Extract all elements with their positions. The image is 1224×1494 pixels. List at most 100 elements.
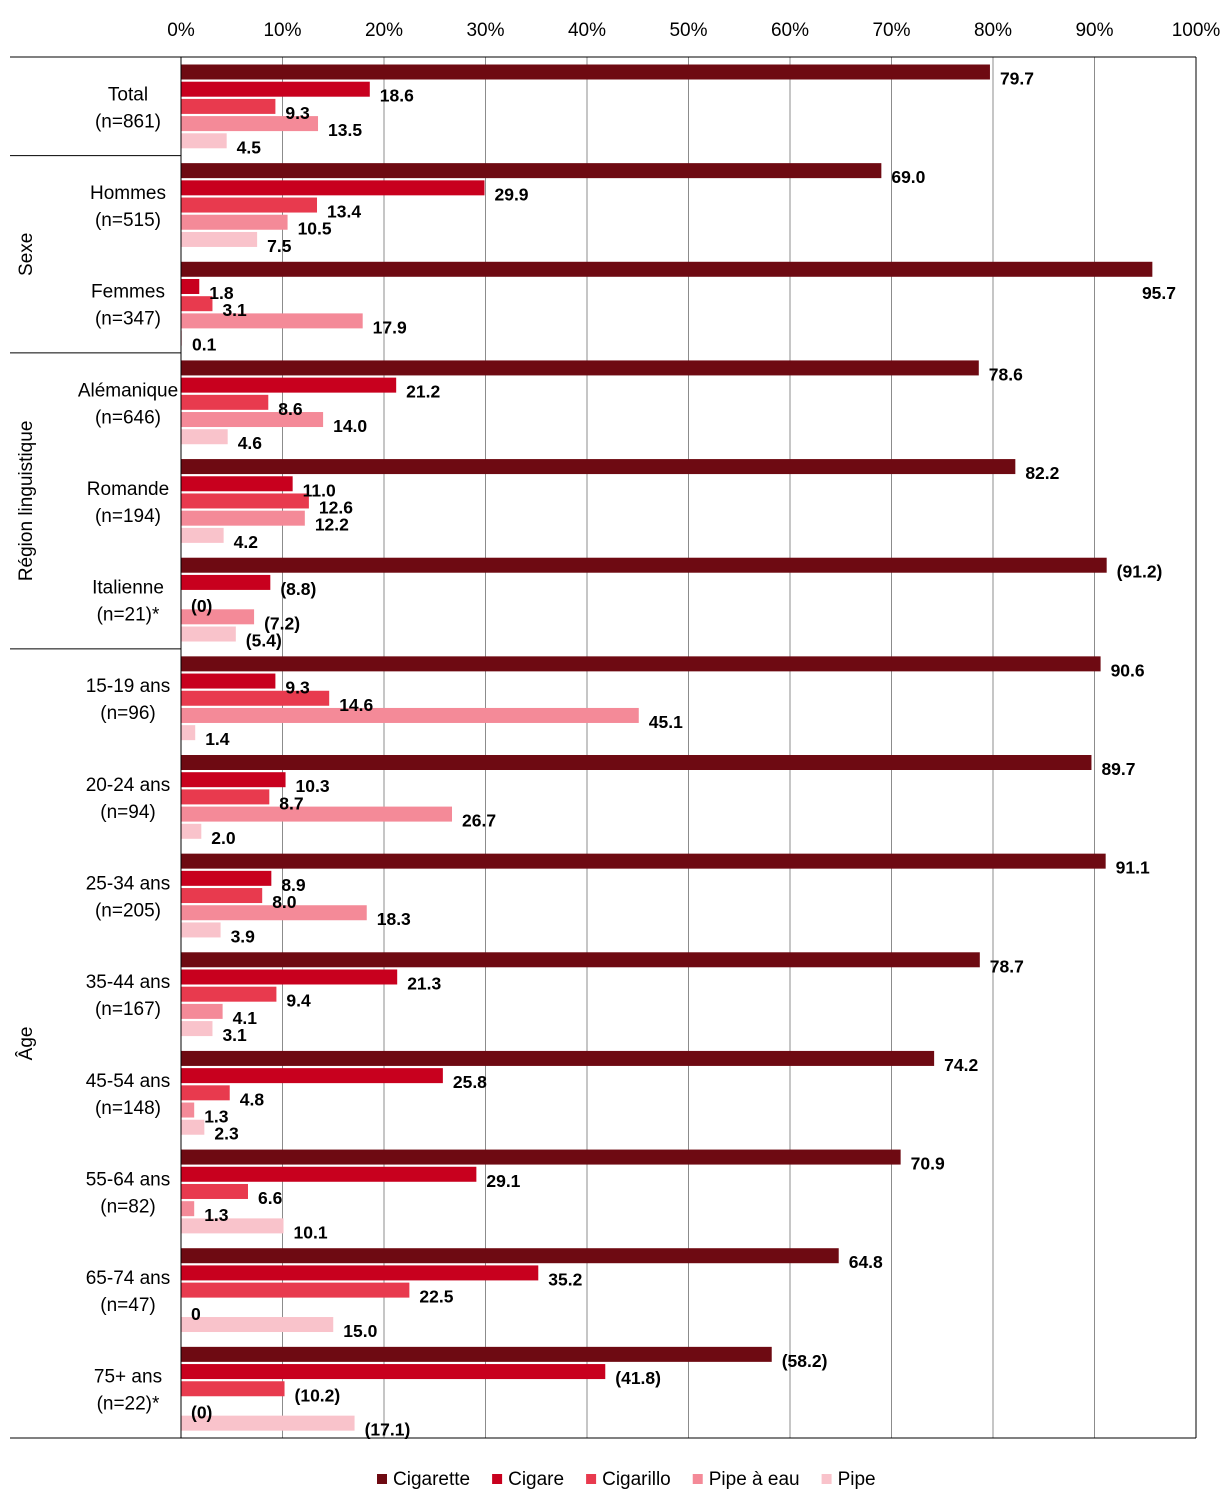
category-sample-size: (n=94) <box>100 802 155 823</box>
bar-cigare <box>181 1265 539 1281</box>
group-label: Région linguistique <box>16 421 37 582</box>
bar-cigarillo <box>181 1085 230 1101</box>
x-tick-label: 80% <box>974 20 1012 41</box>
data-label: 4.8 <box>240 1089 265 1109</box>
legend-entry: Cigarillo <box>602 1469 671 1490</box>
category-sample-size: (n=646) <box>95 407 161 428</box>
x-tick-label: 0% <box>167 20 195 41</box>
data-label: (10.2) <box>295 1385 341 1405</box>
data-label: (5.4) <box>246 631 282 651</box>
data-label: 79.7 <box>1000 69 1034 89</box>
bar-cigarillo <box>181 98 276 114</box>
bar-cigarillo <box>181 1282 410 1298</box>
bar-cigarette <box>181 261 1153 277</box>
data-label: 78.6 <box>989 364 1023 384</box>
bar-cigarillo <box>181 986 277 1002</box>
bar-cigarillo <box>181 493 309 509</box>
x-tick-label: 50% <box>669 20 707 41</box>
bar-cigarillo <box>181 296 213 312</box>
category-label: 55-64 ans <box>86 1169 171 1190</box>
category-label: 20-24 ans <box>86 775 171 796</box>
data-label: 1.3 <box>204 1107 229 1127</box>
bar-cigarette <box>181 1050 935 1066</box>
bar-pipe-eau <box>181 1003 223 1019</box>
bar-cigare <box>181 1068 443 1084</box>
data-label: 2.0 <box>211 828 236 848</box>
category-sample-size: (n=861) <box>95 111 161 132</box>
data-label: 11.0 <box>303 480 336 500</box>
x-tick-label: 30% <box>466 20 504 41</box>
data-label: 2.3 <box>214 1124 239 1144</box>
bar-cigarette <box>181 64 990 80</box>
data-label: 1.3 <box>204 1205 229 1225</box>
bar-cigare <box>181 574 271 590</box>
bar-cigarette <box>181 755 1092 770</box>
bar-pipe-eau <box>181 707 639 723</box>
data-label: 45.1 <box>649 712 683 732</box>
bar-cigarette <box>181 656 1101 672</box>
data-label: 0.1 <box>192 335 217 355</box>
x-tick-label: 40% <box>568 20 606 41</box>
bar-pipe <box>181 527 224 543</box>
bar-cigarette <box>181 1346 772 1362</box>
data-label: 18.6 <box>380 86 414 106</box>
bar-cigarillo <box>181 888 263 904</box>
data-label: 13.4 <box>327 202 361 222</box>
category-label: 75+ ans <box>94 1367 162 1388</box>
data-label: 26.7 <box>462 811 496 831</box>
data-label: 14.6 <box>339 695 373 715</box>
data-label: 0 <box>191 1304 201 1324</box>
bar-cigare <box>181 81 370 97</box>
category-sample-size: (n=194) <box>95 506 161 527</box>
data-label: 29.1 <box>486 1171 520 1191</box>
bar-cigarette <box>181 459 1016 475</box>
bar-pipe <box>181 922 221 938</box>
bar-cigarette <box>181 163 882 179</box>
bar-cigare <box>181 772 286 788</box>
bar-cigare <box>181 1166 477 1182</box>
bar-pipe-eau <box>181 214 288 230</box>
data-label: 89.7 <box>1101 759 1135 779</box>
bar-layer <box>181 64 1153 1431</box>
bar-cigarette <box>181 557 1107 573</box>
x-tick-label: 100% <box>1172 20 1221 41</box>
bar-cigare <box>181 1364 606 1380</box>
bar-cigare <box>181 870 272 886</box>
legend: Cigarette Cigare Cigarillo Pipe à eau Pipe <box>377 1469 876 1490</box>
data-label: (17.1) <box>365 1420 411 1440</box>
data-label: 22.5 <box>419 1287 453 1307</box>
data-label: 90.6 <box>1111 660 1145 680</box>
bar-pipe-eau <box>181 116 319 132</box>
data-label: 10.5 <box>298 219 332 239</box>
bar-cigarillo <box>181 394 269 410</box>
data-label: (91.2) <box>1117 562 1163 582</box>
data-label: 18.3 <box>377 909 411 929</box>
category-label: 25-34 ans <box>86 873 171 894</box>
bar-pipe <box>181 330 183 346</box>
bar-cigarette <box>181 360 979 376</box>
bar-pipe <box>181 725 196 741</box>
bar-pipe-eau <box>181 1201 195 1217</box>
bar-cigare <box>181 969 398 985</box>
bar-cigarette <box>181 1248 839 1264</box>
x-tick-label: 60% <box>771 20 809 41</box>
data-label: 9.3 <box>285 678 310 698</box>
bar-pipe <box>181 1119 205 1135</box>
data-label: 8.7 <box>279 793 303 813</box>
data-label: 8.6 <box>278 399 303 419</box>
data-label: (58.2) <box>782 1351 828 1371</box>
data-label: 10.1 <box>294 1222 328 1242</box>
data-label: 4.1 <box>233 1008 258 1028</box>
data-label: 74.2 <box>944 1055 978 1075</box>
group-label: Sexe <box>16 233 37 276</box>
bar-cigarillo <box>181 690 330 706</box>
category-sample-size: (n=347) <box>95 309 161 330</box>
data-label: (0) <box>191 1402 212 1422</box>
data-label: 29.9 <box>494 184 528 204</box>
data-label: 3.1 <box>222 300 247 320</box>
bar-cigare <box>181 673 276 689</box>
data-label: 78.7 <box>990 956 1024 976</box>
category-sample-size: (n=21)* <box>97 605 160 626</box>
bar-pipe-eau <box>181 1102 195 1118</box>
category-sample-size: (n=82) <box>100 1196 155 1217</box>
